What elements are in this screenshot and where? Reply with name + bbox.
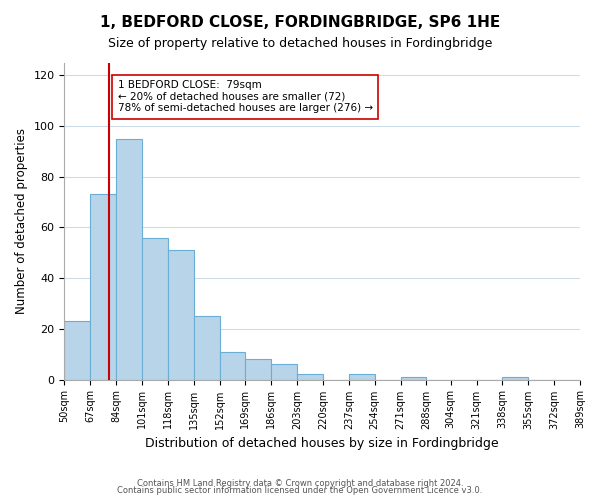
Bar [168, 250, 194, 380]
Bar [271, 364, 297, 380]
Text: Contains public sector information licensed under the Open Government Licence v3: Contains public sector information licen… [118, 486, 482, 495]
Bar [349, 374, 374, 380]
Bar [116, 138, 142, 380]
Bar [297, 374, 323, 380]
Bar [401, 377, 427, 380]
Bar [194, 316, 220, 380]
Bar [64, 321, 90, 380]
Bar [142, 238, 168, 380]
Bar [90, 194, 116, 380]
Text: Size of property relative to detached houses in Fordingbridge: Size of property relative to detached ho… [108, 38, 492, 51]
X-axis label: Distribution of detached houses by size in Fordingbridge: Distribution of detached houses by size … [145, 437, 499, 450]
Text: Contains HM Land Registry data © Crown copyright and database right 2024.: Contains HM Land Registry data © Crown c… [137, 478, 463, 488]
Bar [220, 352, 245, 380]
Text: 1 BEDFORD CLOSE:  79sqm
← 20% of detached houses are smaller (72)
78% of semi-de: 1 BEDFORD CLOSE: 79sqm ← 20% of detached… [118, 80, 373, 114]
Text: 1, BEDFORD CLOSE, FORDINGBRIDGE, SP6 1HE: 1, BEDFORD CLOSE, FORDINGBRIDGE, SP6 1HE [100, 15, 500, 30]
Bar [245, 360, 271, 380]
Bar [502, 377, 528, 380]
Y-axis label: Number of detached properties: Number of detached properties [15, 128, 28, 314]
